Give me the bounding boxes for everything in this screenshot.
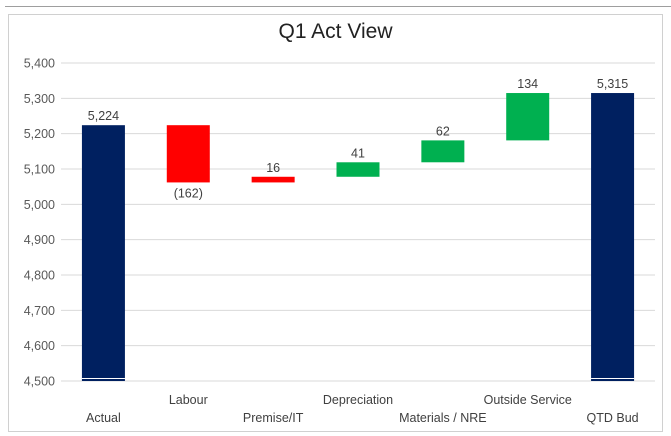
chart-frame	[8, 14, 663, 432]
y-tick-label: 4,700	[24, 304, 55, 318]
data-label: 16	[266, 161, 280, 175]
bars	[81, 93, 635, 382]
y-tick-label: 4,900	[24, 233, 55, 247]
bar-labour	[166, 125, 210, 183]
data-label: 134	[517, 77, 538, 91]
y-tick-label: 5,100	[24, 163, 55, 177]
y-tick-label: 4,600	[24, 339, 55, 353]
bar-qtd-bud	[591, 93, 635, 382]
top-rule	[5, 6, 671, 7]
category-label: QTD Bud	[587, 411, 639, 425]
data-label: 5,315	[597, 77, 628, 91]
category-label: Materials / NRE	[399, 411, 487, 425]
data-label: (162)	[174, 186, 203, 200]
x-axis-categories: Actual Labour Premise/IT Depreciation Materi…	[86, 393, 639, 425]
data-label: 41	[351, 146, 365, 160]
category-label: Depreciation	[323, 393, 393, 407]
y-tick-label: 5,000	[24, 198, 55, 212]
bar-materials-nre	[421, 140, 465, 163]
y-tick-label: 5,300	[24, 92, 55, 106]
bar-depreciation	[336, 162, 380, 177]
data-label: 5,224	[88, 109, 119, 123]
category-label: Outside Service	[484, 393, 572, 407]
gridlines	[61, 62, 655, 382]
y-tick-label: 4,500	[24, 375, 55, 389]
data-labels: 5,224 (162) 16 41 62 134 5,315	[88, 77, 628, 200]
y-axis-ticks: 4,500 4,600 4,700 4,800 4,900 5,000 5,100 5,200…	[24, 57, 55, 389]
bar-premise-it	[251, 176, 295, 183]
category-label: Actual	[86, 411, 121, 425]
data-label: 62	[436, 124, 450, 138]
bar-actual	[81, 125, 125, 381]
y-tick-label: 5,200	[24, 127, 55, 141]
y-tick-label: 4,800	[24, 269, 55, 283]
category-label: Premise/IT	[243, 411, 304, 425]
category-label: Labour	[169, 393, 208, 407]
bar-outside-service	[506, 93, 550, 141]
chart-title: Q1 Act View	[278, 20, 393, 43]
y-tick-label: 5,400	[24, 57, 55, 71]
